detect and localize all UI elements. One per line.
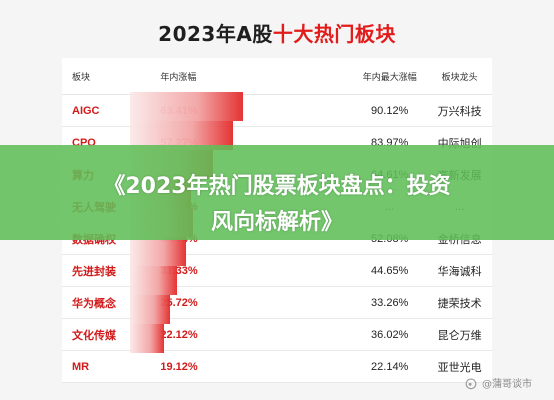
header-leader: 板块龙头 xyxy=(427,58,492,95)
watermark-text: @蒲哥谈市 xyxy=(482,379,532,390)
table-row: MR 19.12% 22.14% 亚世光电 xyxy=(62,350,492,383)
sector-leader: 捷荣技术 xyxy=(427,286,492,319)
title-overlay-band xyxy=(0,145,554,240)
header-spacer xyxy=(279,58,353,95)
gain-bar xyxy=(130,92,243,121)
max-gain: 33.26% xyxy=(352,286,428,319)
bar-cell xyxy=(279,254,353,287)
max-gain: 90.12% xyxy=(352,94,428,127)
gain-bar xyxy=(130,266,177,295)
title-highlight: 十大热门板块 xyxy=(272,22,396,46)
sector-leader: 华海诚科 xyxy=(427,254,492,287)
gain-cell: 19.12% xyxy=(155,350,280,383)
table-header-row: 板块 年内涨幅 年内最大涨幅 板块龙头 xyxy=(62,58,492,95)
gain-bar xyxy=(130,295,170,324)
gain-percent: 19.12% xyxy=(160,360,198,373)
sector-name: MR xyxy=(62,350,156,383)
bar-cell xyxy=(279,94,353,127)
table-row: 华为概念 25.72% 33.26% 捷荣技术 xyxy=(62,286,492,319)
page-title: 2023年A股十大热门板块 xyxy=(0,18,554,47)
table-row: 先进封装 31.33% 44.65% 华海诚科 xyxy=(62,254,492,287)
overlay-headline-line1: 《2023年热门股票板块盘点：投资 xyxy=(103,174,451,199)
bar-cell xyxy=(279,318,353,351)
watermark: @蒲哥谈市 xyxy=(464,375,532,390)
gain-bar xyxy=(130,324,164,353)
table-row: 文化传媒 22.12% 36.02% 昆仑万维 xyxy=(62,318,492,351)
title-prefix: 2023年A股 xyxy=(158,22,273,46)
gain-cell: 22.12% xyxy=(155,318,280,351)
header-max-gain: 年内最大涨幅 xyxy=(352,58,428,95)
table-row: AIGC63.41%90.12%万兴科技 xyxy=(62,94,492,127)
header-gain: 年内涨幅 xyxy=(155,58,280,95)
sector-leader: 昆仑万维 xyxy=(427,318,492,351)
bar-cell xyxy=(279,350,353,383)
gain-percent: 22.12% xyxy=(160,328,198,341)
max-gain: 22.14% xyxy=(352,350,428,383)
sector-leader: 亚世光电 xyxy=(427,350,492,383)
bar-cell xyxy=(279,286,353,319)
header-sector: 板块 xyxy=(62,58,156,95)
sector-leader: 万兴科技 xyxy=(427,94,492,127)
max-gain: 44.65% xyxy=(352,254,428,287)
weibo-icon xyxy=(465,377,477,389)
max-gain: 36.02% xyxy=(352,318,428,351)
overlay-headline-line2: 风向标解析》 xyxy=(210,210,343,235)
gain-bar xyxy=(130,237,186,266)
